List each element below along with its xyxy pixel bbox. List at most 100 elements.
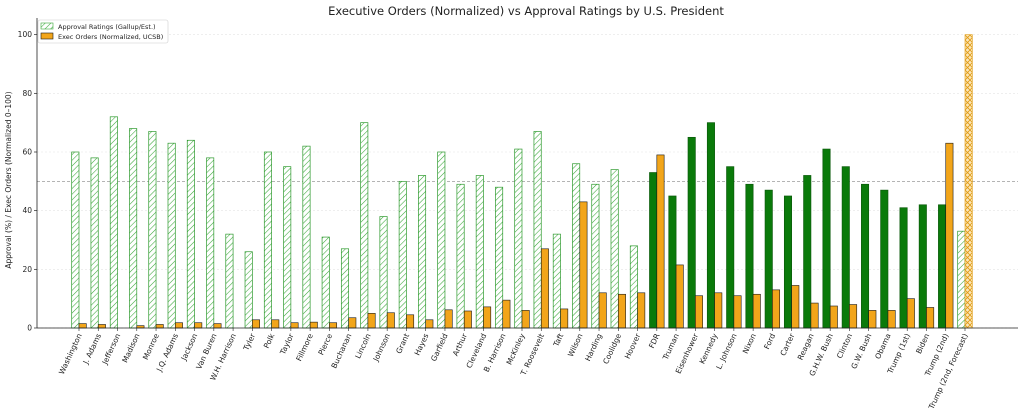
bar-approval (283, 166, 292, 329)
bar-exec-orders (598, 292, 607, 329)
bar-exec-orders (155, 324, 164, 329)
bar-exec-orders (829, 305, 838, 329)
bar-exec-orders (406, 314, 415, 329)
legend-label-exec-orders: Exec Orders (Normalized, UCSB) (58, 33, 163, 41)
bar-approval (109, 116, 118, 329)
bars (71, 34, 973, 329)
legend-frame (37, 19, 169, 44)
bar-exec-orders (579, 201, 588, 329)
bar-approval (572, 163, 581, 329)
x-tick-label: Monroe (141, 332, 161, 361)
bar-approval (533, 131, 542, 329)
bar-exec-orders (213, 323, 222, 329)
grid-lines (37, 34, 1018, 329)
bar-exec-orders (521, 310, 530, 329)
x-tick-label: Carter (778, 331, 796, 357)
legend: Approval Ratings (Gallup/Est.) Exec Orde… (37, 19, 169, 44)
bar-approval (841, 166, 850, 329)
bar-exec-orders (656, 154, 665, 329)
x-tick-label: Hayes (413, 332, 431, 357)
bar-approval (629, 245, 638, 329)
x-tick-label: Biden (914, 332, 931, 355)
bar-exec-orders (810, 302, 819, 329)
bar-exec-orders (463, 310, 472, 329)
chart-title: Executive Orders (Normalized) vs Approva… (328, 4, 724, 18)
x-tick-label: FDR (647, 332, 662, 350)
legend-label-approval: Approval Ratings (Gallup/Est.) (58, 23, 156, 31)
bar-exec-orders (791, 285, 800, 329)
bar-exec-orders (926, 307, 935, 329)
bar-approval (379, 216, 388, 329)
bar-approval (552, 233, 561, 329)
legend-swatch-exec-orders (40, 32, 54, 40)
bar-approval (668, 195, 677, 329)
y-tick-label: 60 (22, 148, 32, 157)
legend-swatch-approval (40, 22, 54, 30)
x-tick-label: Madison (120, 332, 141, 364)
bar-approval (340, 248, 350, 329)
bar-approval (726, 166, 735, 329)
bar-exec-orders (752, 293, 761, 329)
bar-exec-orders (733, 295, 742, 329)
bar-approval (495, 186, 504, 329)
bar-exec-orders (560, 308, 569, 329)
bar-approval (437, 151, 446, 329)
bar-approval (418, 175, 427, 329)
x-tick-label: Harding (583, 332, 604, 363)
x-tick-label: Washington (57, 332, 84, 376)
bar-approval (745, 183, 754, 329)
bar-approval (803, 175, 812, 329)
bar-approval (321, 236, 330, 329)
bar-exec-orders (309, 321, 318, 329)
x-tick-label: Jackson (179, 332, 200, 363)
y-tick-label: 20 (22, 265, 32, 274)
x-tick-label: Arthur (451, 331, 470, 357)
bar-approval (957, 230, 966, 329)
bar-exec-orders (329, 322, 338, 329)
x-tick-label: Taylor (278, 331, 296, 357)
bar-exec-orders (386, 312, 395, 329)
y-tick-label: 40 (22, 206, 32, 215)
bar-exec-orders (849, 304, 858, 329)
bar-approval (649, 172, 658, 329)
x-tick-label: Truman (660, 332, 681, 362)
x-tick-label: Johnson (371, 332, 392, 364)
bar-exec-orders (97, 324, 106, 329)
bar-exec-orders (906, 298, 915, 329)
bar-exec-orders (714, 292, 723, 329)
x-tick-label: Lincoln (353, 332, 372, 360)
bar-exec-orders (618, 293, 626, 329)
x-tick-label: Jefferson (100, 332, 123, 367)
x-tick-label: Pierce (316, 332, 334, 357)
x-tick-label: Coolidge (601, 332, 623, 366)
x-tick-label: Fillmore (294, 332, 315, 363)
bar-exec-orders (695, 295, 703, 329)
x-tick-label: Taft (551, 332, 565, 349)
x-tick-label: Grant (394, 332, 411, 355)
y-tick-label: 0 (27, 324, 32, 333)
bar-exec-orders (675, 264, 684, 329)
bar-approval (764, 189, 773, 329)
bar-approval (71, 151, 80, 329)
bar-exec-orders (772, 289, 781, 329)
bar-exec-orders (887, 310, 896, 329)
x-tick-label: Ford (762, 332, 777, 351)
bar-approval (938, 204, 947, 329)
bar-exec-orders (637, 292, 646, 329)
bar-exec-orders (290, 322, 299, 329)
x-tick-label: Clinton (835, 332, 854, 360)
bar-approval (591, 183, 600, 329)
x-tick-label: Garfield (429, 332, 450, 363)
bar-exec-orders (540, 248, 549, 329)
bar-exec-orders (444, 309, 453, 329)
bar-approval (880, 189, 889, 329)
bar-approval (186, 139, 195, 329)
bar-approval (360, 122, 369, 329)
bar-exec-orders (502, 299, 511, 329)
x-tick-label: Polk (262, 331, 277, 349)
bar-exec-orders (367, 313, 376, 329)
bar-exec-orders (271, 319, 280, 329)
x-tick-label: Nixon (741, 332, 758, 355)
bar-exec-orders (868, 310, 877, 329)
